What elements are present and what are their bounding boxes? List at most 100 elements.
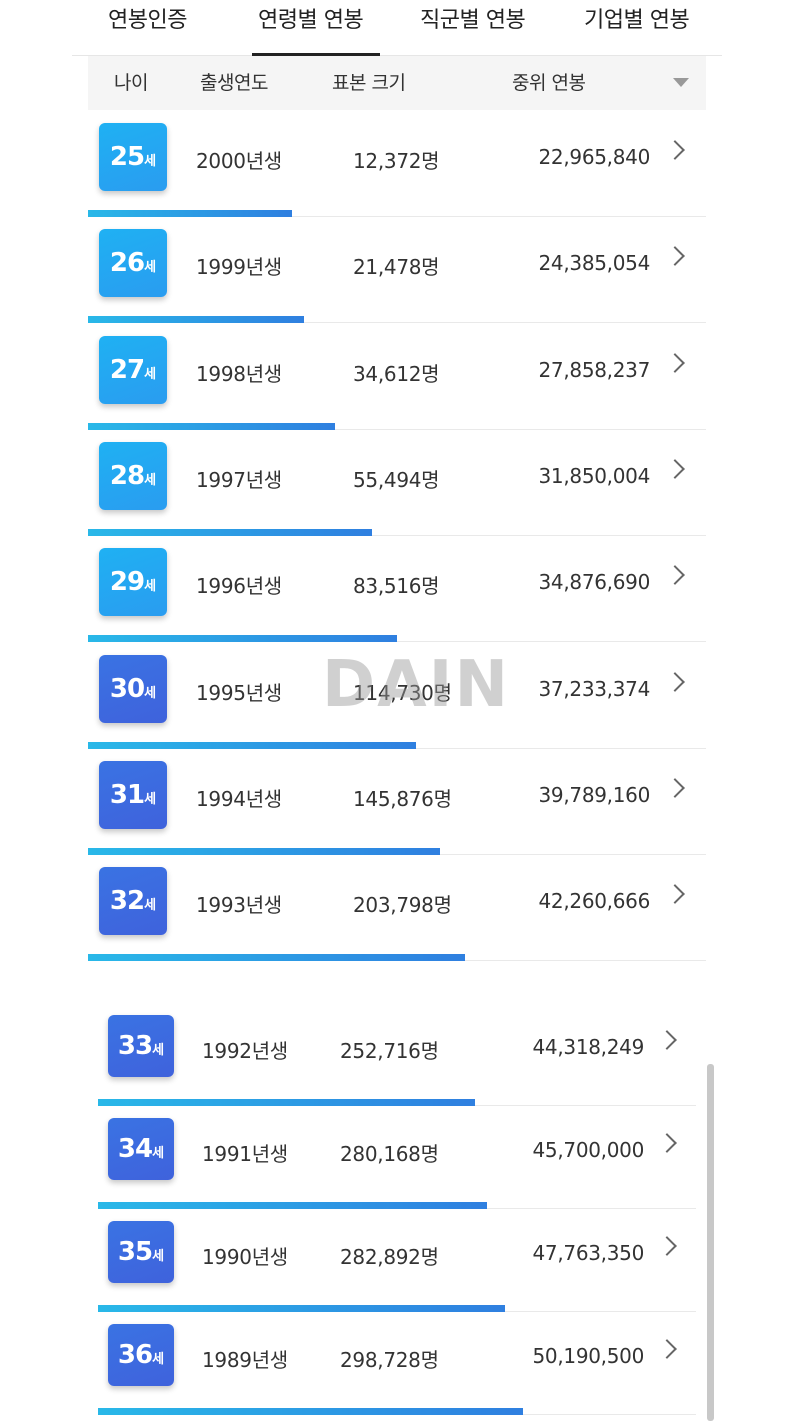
sample-size: 203,798명 xyxy=(353,893,452,918)
age-badge: 32세 xyxy=(99,867,167,936)
table-row[interactable]: 28세 1997년생 55,494명 31,850,004 xyxy=(88,430,706,536)
median-salary: 27,858,237 xyxy=(538,357,650,382)
age-value: 29 xyxy=(109,567,145,598)
sample-size-bar xyxy=(88,528,372,536)
median-salary: 44,318,249 xyxy=(532,1035,644,1059)
sample-size-bar xyxy=(88,741,416,749)
sample-size-bar xyxy=(98,1305,505,1312)
tab-bar: 연봉인증 연령별 연봉 직군별 연봉 기업별 연봉 xyxy=(72,0,722,56)
sample-size: 252,716명 xyxy=(340,1039,439,1063)
chevron-right-icon[interactable] xyxy=(665,671,685,692)
sample-size: 114,730명 xyxy=(353,680,452,705)
row-divider xyxy=(88,428,706,430)
birth-year: 1998년생 xyxy=(196,361,282,386)
header-median-salary: 중위 연봉 xyxy=(512,72,586,94)
age-value: 35 xyxy=(117,1237,153,1267)
table-row[interactable]: 36세 1989년생 298,728명 50,190,500 xyxy=(98,1312,696,1415)
table-row[interactable]: 31세 1994년생 145,876명 39,789,160 xyxy=(88,749,706,855)
sample-size-bar xyxy=(88,422,335,430)
sample-size-bar xyxy=(88,847,440,855)
median-salary: 45,700,000 xyxy=(532,1138,644,1162)
tab-salary-verify[interactable]: 연봉인증 xyxy=(108,8,187,33)
sort-dropdown-icon[interactable] xyxy=(673,78,689,87)
median-salary: 42,260,666 xyxy=(538,889,650,914)
chevron-right-icon[interactable] xyxy=(665,140,685,160)
sample-size-bar xyxy=(88,316,304,324)
age-unit: 세 xyxy=(144,898,157,914)
birth-year: 1995년생 xyxy=(196,680,282,705)
age-badge: 27세 xyxy=(99,335,167,404)
tab-salary-by-job[interactable]: 직군별 연봉 xyxy=(420,8,526,33)
age-unit: 세 xyxy=(152,1146,165,1161)
age-unit: 세 xyxy=(144,472,157,488)
watermark: DAIN xyxy=(322,648,511,722)
chevron-right-icon[interactable] xyxy=(665,352,685,373)
birth-year: 1994년생 xyxy=(196,786,282,811)
birth-year: 1996년생 xyxy=(196,574,282,599)
age-unit: 세 xyxy=(144,685,157,701)
chevron-right-icon[interactable] xyxy=(657,1133,677,1153)
table-row[interactable]: 33세 1992년생 252,716명 44,318,249 xyxy=(98,1003,696,1106)
chevron-right-icon[interactable] xyxy=(665,246,685,267)
median-salary: 22,965,840 xyxy=(538,145,650,169)
table-row[interactable]: 25세 2000년생 12,372명 22,965,840 xyxy=(88,111,706,217)
median-salary: 39,789,160 xyxy=(538,782,650,807)
header-birth-year: 출생연도 xyxy=(200,72,268,94)
header-sample-size: 표본 크기 xyxy=(332,72,406,94)
sample-size-bar xyxy=(98,1202,487,1209)
table-row[interactable]: 26세 1999년생 21,478명 24,385,054 xyxy=(88,217,706,324)
age-value: 26 xyxy=(109,248,145,279)
sample-size: 145,876명 xyxy=(353,786,452,811)
age-value: 34 xyxy=(117,1134,153,1164)
birth-year: 1992년생 xyxy=(202,1039,288,1063)
age-value: 32 xyxy=(109,886,145,917)
chevron-right-icon[interactable] xyxy=(665,884,685,904)
age-badge: 31세 xyxy=(99,760,167,829)
age-badge: 26세 xyxy=(99,229,167,298)
age-value: 27 xyxy=(109,354,145,385)
chevron-right-icon[interactable] xyxy=(657,1339,677,1359)
sample-size: 282,892명 xyxy=(340,1245,439,1269)
row-divider xyxy=(88,534,706,536)
table-row[interactable]: 29세 1996년생 83,516명 34,876,690 xyxy=(88,536,706,643)
table-row[interactable]: 30세 1995년생 114,730명 37,233,374 xyxy=(88,643,706,749)
sample-size: 21,478명 xyxy=(353,255,440,280)
chevron-right-icon[interactable] xyxy=(657,1030,677,1050)
birth-year: 1990년생 xyxy=(202,1245,288,1269)
age-badge: 25세 xyxy=(99,123,167,191)
birth-year: 1997년생 xyxy=(196,467,282,492)
age-unit: 세 xyxy=(152,1352,165,1367)
birth-year: 1999년생 xyxy=(196,255,282,280)
table-row[interactable]: 35세 1990년생 282,892명 47,763,350 xyxy=(98,1209,696,1312)
birth-year: 1993년생 xyxy=(196,893,282,918)
sample-size-bar xyxy=(88,210,292,217)
median-salary: 31,850,004 xyxy=(538,463,650,488)
age-unit: 세 xyxy=(144,260,157,276)
scrollbar[interactable] xyxy=(707,1064,714,1421)
birth-year: 1989년생 xyxy=(202,1348,288,1372)
row-divider xyxy=(88,641,706,643)
sample-size: 34,612명 xyxy=(353,361,440,386)
header-age: 나이 xyxy=(114,72,148,94)
chevron-right-icon[interactable] xyxy=(665,777,685,798)
table-row[interactable]: 27세 1998년생 34,612명 27,858,237 xyxy=(88,324,706,430)
tab-salary-by-company[interactable]: 기업별 연봉 xyxy=(584,8,690,33)
median-salary: 50,190,500 xyxy=(532,1344,644,1368)
age-badge: 36세 xyxy=(108,1324,174,1386)
sample-size: 55,494명 xyxy=(353,467,440,492)
tab-salary-by-age[interactable]: 연령별 연봉 xyxy=(258,8,364,33)
chevron-right-icon[interactable] xyxy=(665,458,685,479)
sample-size: 12,372명 xyxy=(353,149,440,173)
sample-size: 280,168명 xyxy=(340,1142,439,1166)
table-row[interactable]: 32세 1993년생 203,798명 42,260,666 xyxy=(88,855,706,962)
row-divider xyxy=(88,322,706,324)
chevron-right-icon[interactable] xyxy=(657,1236,677,1256)
age-value: 33 xyxy=(117,1031,153,1061)
age-value: 28 xyxy=(109,460,145,491)
table-row[interactable]: 34세 1991년생 280,168명 45,700,000 xyxy=(98,1106,696,1209)
age-value: 36 xyxy=(117,1340,153,1370)
age-value: 31 xyxy=(109,779,145,810)
birth-year: 1991년생 xyxy=(202,1142,288,1166)
chevron-right-icon[interactable] xyxy=(665,565,685,586)
age-unit: 세 xyxy=(144,791,157,807)
